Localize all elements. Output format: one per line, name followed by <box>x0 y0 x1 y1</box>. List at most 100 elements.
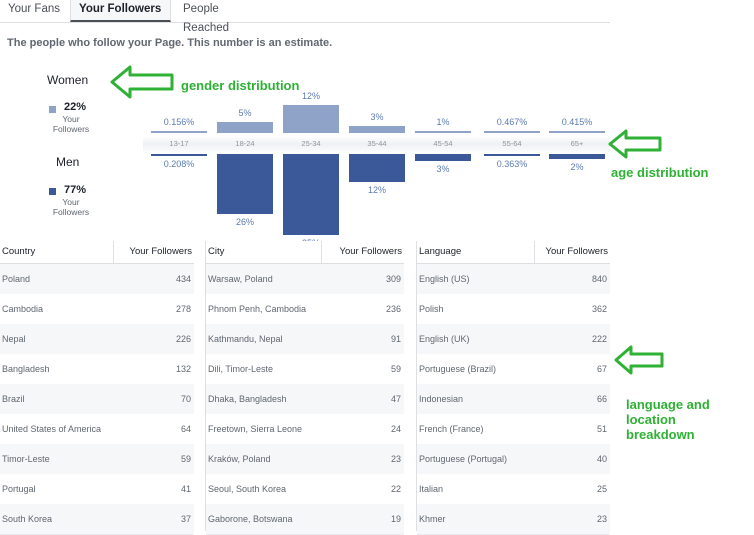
bar-women <box>283 105 339 133</box>
followers-count-cell: 70 <box>180 394 191 404</box>
language-table-header: Language Your Followers <box>417 241 610 264</box>
men-percent: 77% <box>64 184 87 196</box>
followers-count-cell: 22 <box>390 484 401 494</box>
annotation-arrow-language-icon <box>614 345 664 375</box>
women-sub-line1: Your <box>62 114 80 124</box>
city-table-header: City Your Followers <box>206 241 404 264</box>
women-percent: 22% <box>64 101 87 113</box>
followers-count-cell: 236 <box>385 304 401 314</box>
followers-count-cell: 226 <box>175 334 191 344</box>
followers-count-cell: 51 <box>596 424 607 434</box>
followers-count-cell: 37 <box>180 514 191 524</box>
language-name-cell: English (US) <box>419 274 470 284</box>
men-sub-line2: Followers <box>52 207 90 217</box>
followers-count-cell: 64 <box>180 424 191 434</box>
bar-women-label: 5% <box>238 107 252 118</box>
country-name-cell: South Korea <box>2 514 53 524</box>
bar-men <box>549 154 605 159</box>
bar-men-label: 0.363% <box>496 159 528 169</box>
followers-count-cell: 23 <box>390 454 401 464</box>
bar-men <box>151 154 207 156</box>
country-name-cell: United States of America <box>2 424 102 434</box>
bar-women-label: 12% <box>301 91 320 102</box>
city-name-cell: Gaborone, Botswana <box>208 514 293 524</box>
city-name-cell: Kraków, Poland <box>208 454 271 464</box>
followers-count-cell: 25 <box>596 484 607 494</box>
bar-men-label: 12% <box>367 184 386 195</box>
followers-count-cell: 47 <box>390 394 401 404</box>
women-sub: Your Followers <box>48 114 94 134</box>
followers-count-cell: 222 <box>591 334 607 344</box>
annotation-language: language and location breakdown <box>626 397 710 442</box>
followers-column-header[interactable]: Your Followers <box>339 246 402 257</box>
city-column-header[interactable]: City <box>208 246 225 257</box>
bar-men-label: 2% <box>570 161 584 172</box>
language-name-cell: Italian <box>419 484 444 494</box>
table-row: Bangladesh 132 <box>0 354 194 385</box>
bar-men <box>415 154 471 161</box>
bar-men-label: 3% <box>436 163 450 174</box>
country-table-header: Country Your Followers <box>0 241 194 264</box>
table-row: Seoul, South Korea 22 <box>206 474 404 505</box>
country-name-cell: Bangladesh <box>2 364 50 374</box>
annotation-language-line3: breakdown <box>626 427 695 442</box>
tab-bar: Your Fans Your Followers People Reached <box>0 0 610 34</box>
language-name-cell: Polish <box>419 304 444 314</box>
table-row: Portuguese (Portugal) 40 <box>417 444 610 475</box>
table-row: Gaborone, Botswana 19 <box>206 504 404 535</box>
annotation-arrow-age-icon <box>608 129 662 159</box>
table-row: Warsaw, Poland 309 <box>206 264 404 295</box>
table-row: Poland 434 <box>0 264 194 295</box>
language-column-header[interactable]: Language <box>419 246 462 257</box>
country-name-cell: Poland <box>2 274 31 284</box>
bar-women <box>349 126 405 133</box>
table-row: Khmer 23 <box>417 504 610 535</box>
table-row: Brazil 70 <box>0 384 194 415</box>
table-row: French (France) 51 <box>417 414 610 445</box>
table-row: Freetown, Sierra Leone 24 <box>206 414 404 445</box>
followers-column-header[interactable]: Your Followers <box>129 246 192 257</box>
bar-men <box>217 154 273 214</box>
table-row: Indonesian 66 <box>417 384 610 415</box>
bar-women-label: 0.415% <box>561 117 593 127</box>
table-row: Dhaka, Bangladesh 47 <box>206 384 404 415</box>
table-row: Polish 362 <box>417 294 610 325</box>
country-name-cell: Cambodia <box>2 304 44 314</box>
country-name-cell: Nepal <box>2 334 26 344</box>
language-name-cell: Portuguese (Brazil) <box>419 364 497 374</box>
annotation-language-line1: language and <box>626 397 710 412</box>
age-tick-label: 65+ <box>570 139 584 148</box>
header-separator <box>321 241 322 263</box>
bar-women <box>217 121 273 133</box>
tab-your-followers[interactable]: Your Followers <box>70 0 171 22</box>
bar-women-label: 0.467% <box>496 117 528 127</box>
followers-count-cell: 132 <box>175 364 191 374</box>
table-row: Cambodia 278 <box>0 294 194 325</box>
women-color-swatch <box>49 106 56 113</box>
table-divider <box>416 241 417 531</box>
bar-women <box>549 131 605 133</box>
language-name-cell: Portuguese (Portugal) <box>419 454 508 464</box>
table-row: Phnom Penh, Cambodia 236 <box>206 294 404 325</box>
men-title: Men <box>56 155 80 169</box>
bar-men <box>283 154 339 235</box>
bar-men <box>484 154 540 156</box>
table-row: Kathmandu, Nepal 91 <box>206 324 404 355</box>
page-subtitle: The people who follow your Page. This nu… <box>7 37 333 49</box>
followers-count-cell: 67 <box>596 364 607 374</box>
followers-column-header[interactable]: Your Followers <box>545 246 608 257</box>
country-column-header[interactable]: Country <box>2 246 36 257</box>
city-name-cell: Freetown, Sierra Leone <box>208 424 303 434</box>
men-color-swatch <box>49 188 56 195</box>
age-tick-label: 35-44 <box>367 139 387 148</box>
table-row: Timor-Leste 59 <box>0 444 194 475</box>
country-name-cell: Brazil <box>2 394 25 404</box>
tab-people-reached[interactable]: People Reached <box>183 3 230 34</box>
tab-your-fans[interactable]: Your Fans <box>8 3 60 15</box>
table-row: English (US) 840 <box>417 264 610 295</box>
followers-count-cell: 362 <box>591 304 607 314</box>
bar-women <box>415 130 471 133</box>
age-tick-label: 13-17 <box>169 139 189 148</box>
followers-count-cell: 66 <box>596 394 607 404</box>
city-name-cell: Warsaw, Poland <box>208 274 273 284</box>
